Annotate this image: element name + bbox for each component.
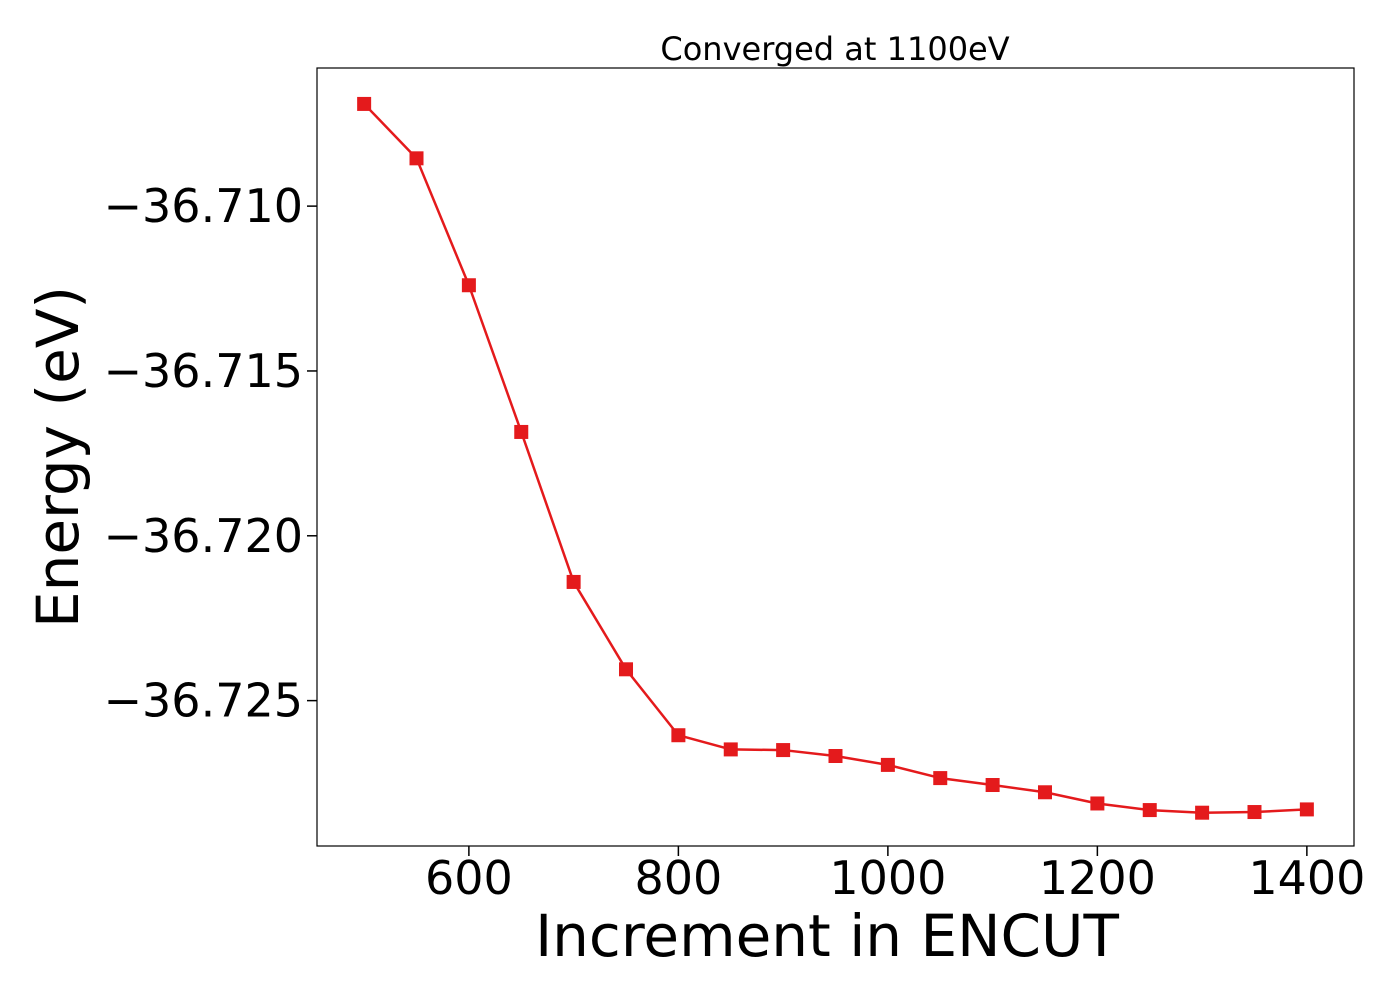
x-tick-label: 1400	[1248, 851, 1365, 905]
data-point-marker	[514, 424, 529, 439]
data-point-marker	[1247, 805, 1262, 820]
data-point-marker	[1195, 805, 1210, 820]
y-tick-label: −36.725	[104, 674, 304, 728]
y-tick-label: −36.720	[104, 509, 304, 563]
x-tick-label: 800	[634, 851, 722, 905]
data-point-marker	[357, 96, 372, 111]
chart-title: Converged at 1100eV	[660, 30, 1009, 68]
data-point-marker	[1037, 785, 1052, 800]
series-line	[363, 103, 1307, 814]
data-point-marker	[933, 771, 948, 786]
y-axis-label: Energy (eV)	[24, 286, 92, 628]
plot-frame	[316, 67, 1355, 847]
series-layer	[357, 96, 1314, 820]
x-axis-ticks: 600 800 1000 1200 1400	[425, 846, 1365, 905]
y-tick-label: −36.715	[104, 344, 304, 398]
data-point-marker	[461, 278, 476, 293]
data-point-marker	[723, 742, 738, 757]
x-tick-label: 600	[425, 851, 513, 905]
data-point-marker	[776, 743, 791, 758]
data-point-marker	[880, 757, 895, 772]
data-point-marker	[619, 662, 634, 677]
data-point-marker	[566, 574, 581, 589]
data-point-marker	[1299, 802, 1314, 817]
data-point-marker	[1142, 803, 1157, 818]
data-point-marker	[1090, 796, 1105, 811]
data-point-marker	[985, 778, 1000, 793]
x-tick-label: 1000	[829, 851, 946, 905]
x-tick-label: 1200	[1039, 851, 1156, 905]
y-tick-label: −36.710	[104, 179, 304, 233]
y-axis-ticks: −36.710 −36.715 −36.720 −36.725	[104, 179, 317, 728]
data-point-marker	[828, 749, 843, 763]
data-point-marker	[671, 728, 686, 743]
data-point-marker	[409, 151, 424, 166]
x-axis-label: Increment in ENCUT	[535, 902, 1119, 970]
